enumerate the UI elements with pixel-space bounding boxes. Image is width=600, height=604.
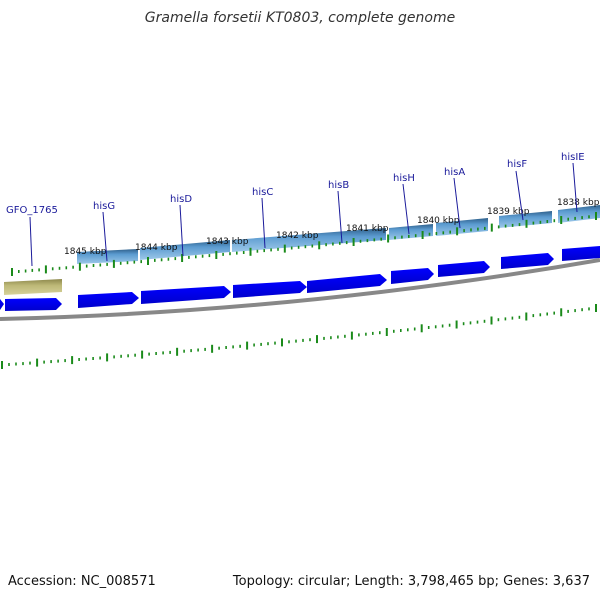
backbone: [0, 258, 600, 321]
scale-label-1840: 1840 kbp: [417, 216, 460, 226]
leader-hisIE: [572, 162, 578, 213]
gene-label-leaders: [29, 162, 578, 267]
gene-label-hisIE[interactable]: hisIE: [561, 152, 585, 163]
gene-label-hisD[interactable]: hisD: [170, 194, 192, 205]
cds-arrow-edge[interactable]: [0, 299, 4, 310]
map-title: Gramella forsetii KT0803, complete genom…: [144, 10, 456, 26]
genome-summary: Topology: circular; Length: 3,798,465 bp…: [232, 574, 590, 589]
gene-labels: GFO_1765 hisG hisD hisC hisB hisH hisA h…: [6, 152, 585, 216]
gene-label-hisF[interactable]: hisF: [507, 159, 527, 170]
scale-label-1838: 1838 kbp: [557, 198, 600, 208]
feature-hisA[interactable]: [436, 218, 488, 236]
feature-hisF[interactable]: [499, 211, 552, 228]
scale-label-1839: 1839 kbp: [487, 207, 530, 217]
leader-hisG: [102, 211, 108, 262]
leader-hisC: [261, 197, 266, 249]
cds-arrow-gfo-1765[interactable]: [5, 298, 62, 311]
leader-hisB: [337, 190, 343, 244]
leader-hisA: [453, 177, 461, 229]
cds-arrow-hisIE[interactable]: [562, 246, 600, 261]
scale-label-1843: 1843 kbp: [206, 237, 249, 247]
gene-label-hisB[interactable]: hisB: [328, 180, 349, 191]
feature-gfo-1765[interactable]: [4, 279, 62, 295]
gene-label-hisA[interactable]: hisA: [444, 167, 465, 178]
gene-label-hisC[interactable]: hisC: [252, 187, 273, 198]
cds-arrow-hisD[interactable]: [141, 286, 231, 304]
feature-hisC-hisB[interactable]: [232, 228, 386, 252]
gene-label-gfo-1765[interactable]: GFO_1765: [6, 205, 58, 216]
accession-label: Accession: NC_008571: [8, 574, 156, 589]
lower-tick-marks: [1, 304, 597, 369]
scale-labels: 1845 kbp 1844 kbp 1843 kbp 1842 kbp 1841…: [64, 198, 600, 257]
feature-hisD[interactable]: [140, 240, 230, 260]
gene-label-hisG[interactable]: hisG: [93, 201, 115, 212]
feature-hisG[interactable]: [77, 249, 138, 264]
cds-arrow-hisA[interactable]: [438, 261, 490, 277]
scale-label-1844: 1844 kbp: [135, 243, 178, 253]
scale-label-1841: 1841 kbp: [346, 224, 389, 234]
cds-arrow-hisH[interactable]: [391, 268, 434, 284]
scale-label-1845: 1845 kbp: [64, 247, 107, 257]
leader-hisH: [402, 183, 410, 235]
leader-gfo-1765: [29, 216, 33, 267]
cds-arrow-hisG[interactable]: [78, 292, 139, 308]
cds-arrow-hisF[interactable]: [501, 253, 554, 269]
leader-hisD: [179, 204, 184, 257]
gene-label-hisH[interactable]: hisH: [393, 173, 415, 184]
scale-label-1842: 1842 kbp: [276, 231, 319, 241]
cds-arrow-hisC[interactable]: [233, 281, 307, 298]
upper-tick-marks: [11, 212, 597, 276]
leader-hisF: [515, 170, 524, 221]
cds-arrow-hisB[interactable]: [307, 274, 387, 293]
